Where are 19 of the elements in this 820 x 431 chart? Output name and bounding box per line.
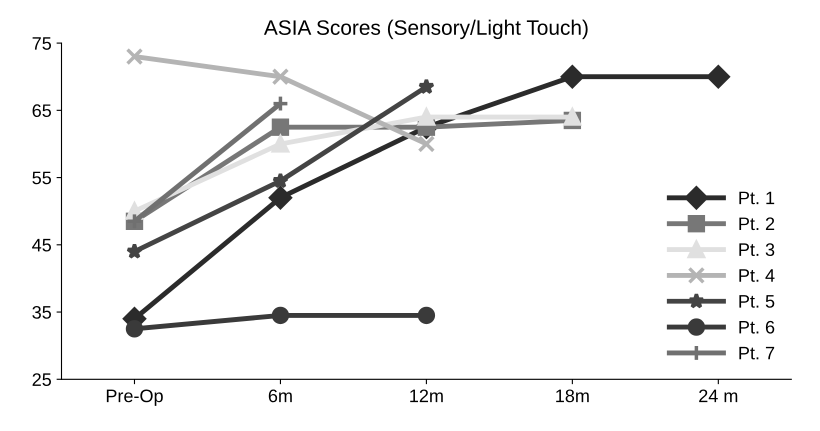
y-tick-label: 65	[32, 104, 52, 118]
y-tick-label: 25	[32, 373, 52, 386]
legend-label: Pt. 7	[739, 346, 774, 360]
x-tick-label: Pre-Op	[106, 389, 163, 406]
legend-label: Pt. 5	[739, 295, 774, 308]
chart-title: ASIA Scores (Sensory/Light Touch)	[264, 20, 588, 40]
legend-label: Pt. 3	[739, 243, 774, 256]
y-tick-label: 55	[32, 172, 52, 184]
legend-label: Pt. 6	[739, 320, 774, 334]
x-tick-label: 6m	[268, 389, 292, 402]
x-tick-label: 24 m	[699, 389, 738, 402]
y-tick-label: 35	[32, 306, 52, 319]
legend-label: Pt. 1	[739, 192, 774, 204]
legend-label: Pt. 4	[739, 269, 775, 282]
legend-label: Pt. 2	[739, 217, 774, 230]
y-tick-label: 75	[32, 37, 52, 50]
x-tick-label: 18m	[556, 389, 589, 402]
x-tick-label: 12m	[410, 389, 443, 402]
y-tick-label: 45	[32, 238, 52, 252]
